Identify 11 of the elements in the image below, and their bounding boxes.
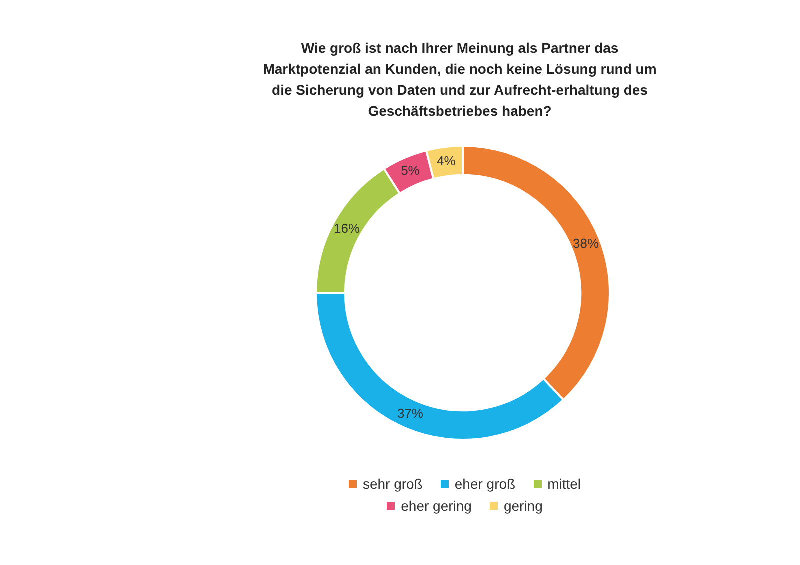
data-label: 16% bbox=[334, 220, 361, 236]
legend-label: sehr groß bbox=[362, 476, 423, 492]
chart-title: Wie groß ist nach Ihrer Meinung als Partner das Marktpotenzial an Kunden, die noch keine Lösung rund um die Sicherung von Daten und zur Aufrecht-erhaltung des Geschäftsbetriebes haben? bbox=[262, 39, 658, 121]
data-label: 5% bbox=[401, 163, 420, 178]
legend-label: mittel bbox=[548, 476, 582, 492]
data-label: 38% bbox=[572, 236, 600, 251]
data-label: 37% bbox=[397, 406, 424, 421]
legend-label: eher groß bbox=[454, 476, 516, 492]
data-label: 4% bbox=[437, 153, 456, 168]
legend-label: gering bbox=[504, 498, 543, 514]
legend-label: eher gering bbox=[401, 498, 472, 514]
